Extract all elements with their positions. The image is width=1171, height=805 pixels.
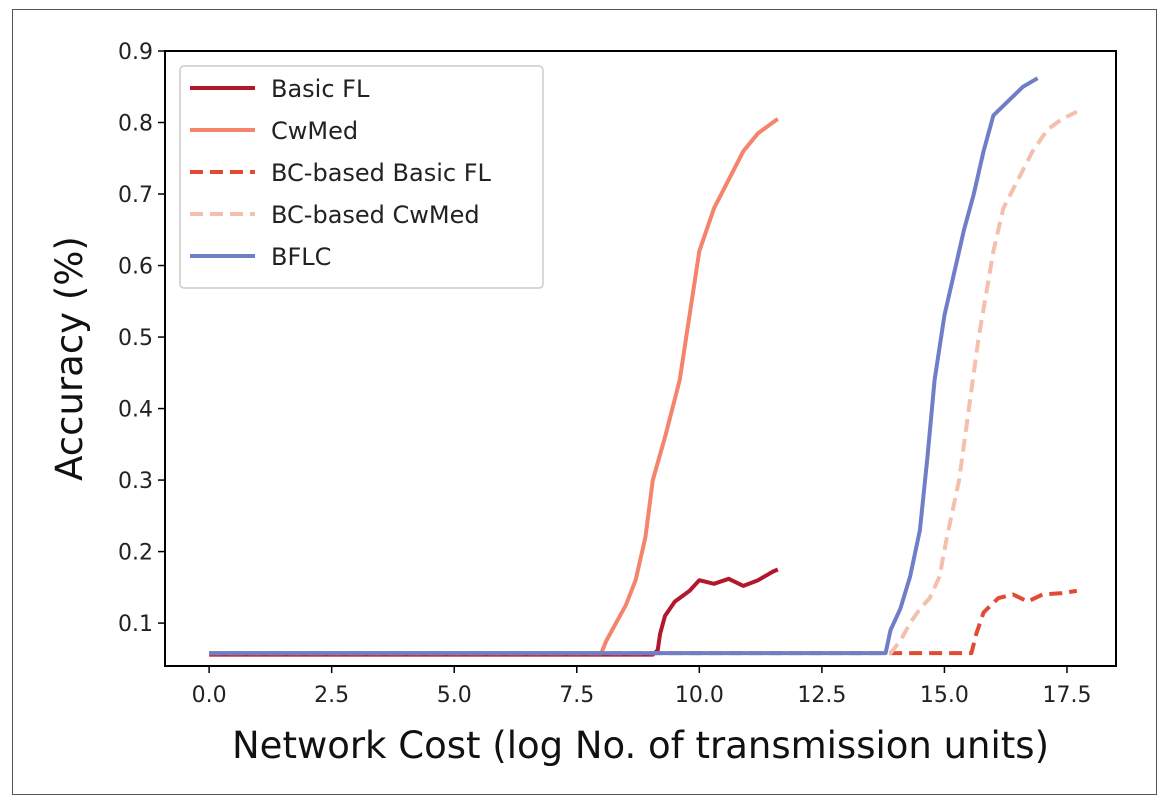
x-tick-label: 0.0 <box>192 683 227 708</box>
y-tick-label: 0.8 <box>118 112 153 137</box>
x-axis-label: Network Cost (log No. of transmission un… <box>232 724 1049 767</box>
y-tick-label: 0.7 <box>118 183 153 208</box>
series-line-bc-based-cwmed <box>209 109 1078 656</box>
x-tick-label: 2.5 <box>314 683 349 708</box>
x-tick-label: 15.0 <box>920 683 969 708</box>
x-tick-label: 7.5 <box>559 683 594 708</box>
legend-box <box>179 65 544 289</box>
x-tick-label: 5.0 <box>437 683 472 708</box>
legend-label: CwMed <box>271 117 358 145</box>
y-tick-label: 0.2 <box>118 541 153 566</box>
series-lines <box>209 76 1078 657</box>
legend: Basic FL CwMed BC-based Basic FL BC-based C… <box>179 65 544 289</box>
plot-area-border <box>164 50 1117 667</box>
x-axis-ticks: 0.0 2.5 5.0 7.5 10.0 12.5 15.0 17.5 <box>192 666 1091 708</box>
x-tick-label: 17.5 <box>1042 683 1091 708</box>
legend-label: BC-based CwMed <box>271 201 480 229</box>
x-tick-label: 12.5 <box>797 683 846 708</box>
y-tick-label: 0.1 <box>118 612 153 637</box>
series-line-bc-based-basic-fl <box>209 588 1078 656</box>
legend-label: Basic FL <box>271 75 370 103</box>
y-tick-label: 0.3 <box>118 469 153 494</box>
y-axis-ticks: 0.1 0.2 0.3 0.4 0.5 0.6 0.7 0.8 0.9 <box>118 40 165 637</box>
legend-label: BFLC <box>271 243 331 271</box>
series-line-bflc <box>209 76 1039 656</box>
y-tick-label: 0.4 <box>118 398 153 423</box>
y-tick-label: 0.5 <box>118 326 153 351</box>
legend-items: Basic FL CwMed BC-based Basic FL BC-based C… <box>190 75 492 271</box>
series-line-cwmed <box>209 117 779 656</box>
y-tick-label: 0.9 <box>118 40 153 65</box>
figure-frame <box>12 9 1157 795</box>
y-axis-label: Accuracy (%) <box>48 236 91 481</box>
y-tick-label: 0.6 <box>118 255 153 280</box>
x-tick-label: 10.0 <box>675 683 724 708</box>
legend-label: BC-based Basic FL <box>271 159 492 187</box>
series-line-basic-fl <box>209 567 779 657</box>
